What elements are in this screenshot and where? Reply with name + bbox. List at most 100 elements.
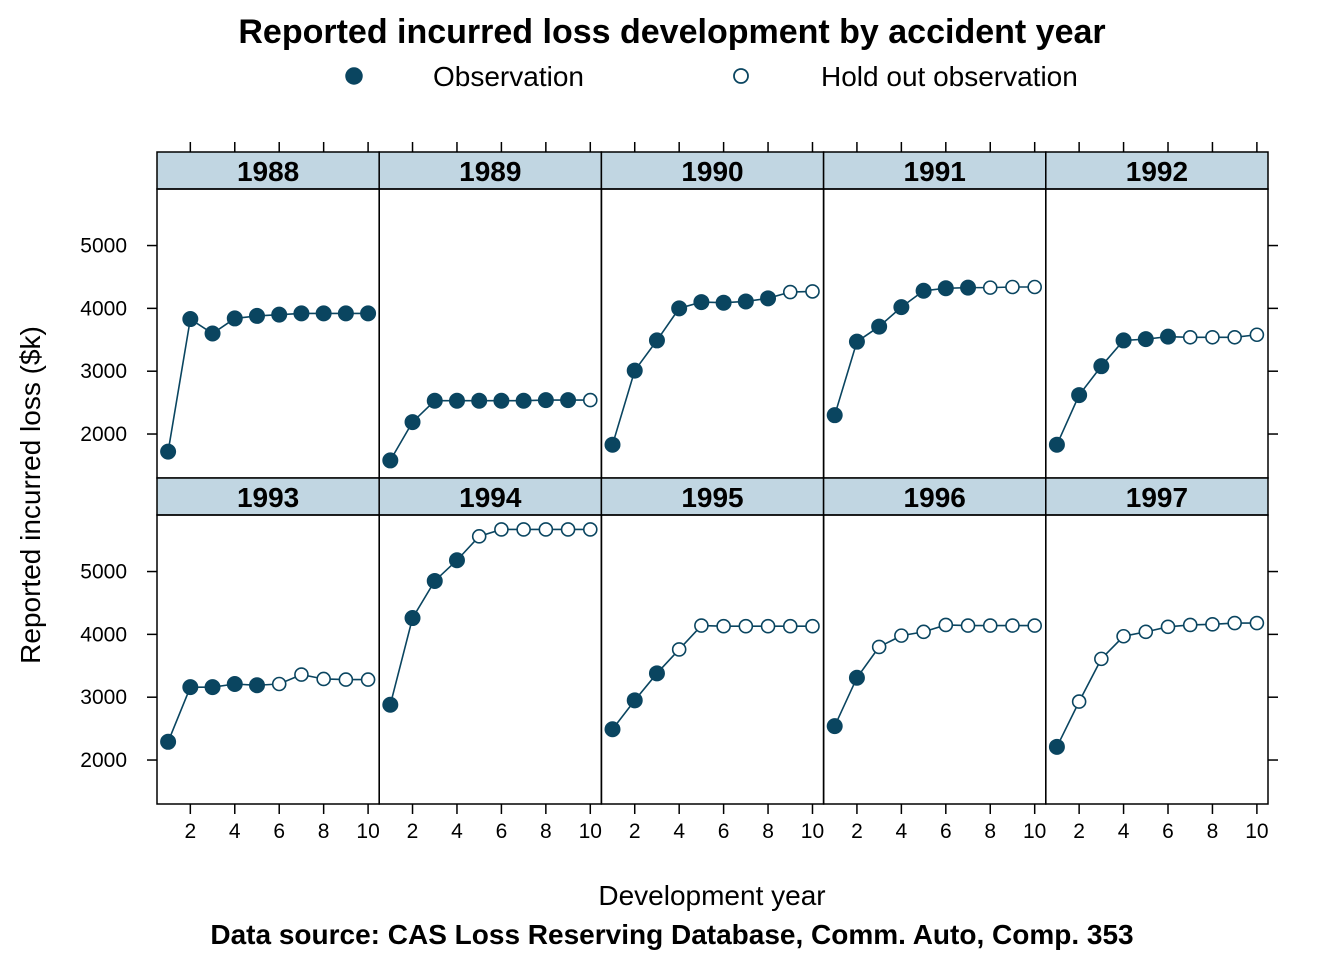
observed-point-1989-2 (404, 414, 421, 431)
x-tick-label-1993-2: 2 (184, 820, 196, 843)
series-line-1992 (1056, 333, 1257, 446)
observed-point-1990-5 (693, 294, 710, 311)
panel-frame-1990 (600, 188, 825, 479)
observed-point-1994-1 (382, 696, 399, 713)
series-line-1994 (389, 528, 591, 705)
x-tick-label-1997-2: 2 (1073, 820, 1085, 843)
holdout-point-1994-10 (582, 522, 598, 537)
holdout-point-1997-3 (1094, 651, 1109, 667)
panel-frame-1996 (822, 514, 1047, 805)
series-line-1996 (833, 624, 1035, 727)
x-tick-label-1995-10: 10 (801, 820, 824, 843)
x-tick-label-1994-8: 8 (540, 820, 552, 843)
series-line-1993 (167, 673, 369, 743)
panel-grid: 1988 2000 3000 4000 5000 1989 1990 1991 1992 1993… (80, 142, 1278, 843)
observed-point-1989-1 (382, 452, 399, 469)
holdout-point-1995-5 (694, 618, 709, 633)
holdout-point-1993-7 (294, 667, 309, 682)
y-tick-label-1993-4000: 4000 (80, 623, 127, 646)
holdout-point-1997-2 (1071, 694, 1087, 709)
holdout-point-1997-10 (1249, 615, 1265, 631)
observed-point-1992-3 (1093, 358, 1110, 375)
series-line-1997 (1056, 622, 1257, 748)
observed-point-1988-6 (271, 306, 288, 323)
observed-point-1988-2 (182, 311, 199, 328)
series-line-1990 (611, 290, 813, 445)
observed-point-1990-1 (604, 436, 621, 453)
observed-point-1990-8 (760, 290, 777, 307)
observed-point-1991-2 (848, 333, 865, 350)
strip-1994 (378, 477, 603, 516)
strip-label-1993: 1993 (237, 482, 299, 513)
holdout-point-1996-9 (1005, 618, 1020, 633)
x-tick-label-1993-6: 6 (273, 820, 285, 843)
strip-1996 (822, 477, 1047, 516)
panel-1990: 1990 (600, 142, 825, 479)
observed-point-1992-4 (1115, 332, 1132, 349)
y-tick-label-1988-2000: 2000 (80, 423, 127, 446)
holdout-point-1997-9 (1227, 615, 1242, 631)
strip-label-1990: 1990 (681, 156, 743, 187)
x-tick-label-1997-8: 8 (1207, 820, 1219, 843)
y-tick-label-1993-2000: 2000 (80, 749, 127, 772)
panel-1994: 1994 2 4 6 8 10 (378, 477, 603, 843)
holdout-point-1997-6 (1160, 619, 1176, 635)
observed-point-1989-5 (471, 392, 488, 409)
observed-point-1992-6 (1160, 328, 1177, 345)
holdout-point-1994-9 (560, 522, 576, 537)
observed-point-1995-3 (648, 665, 665, 682)
holdout-point-1991-10 (1027, 279, 1042, 295)
x-tick-label-1995-6: 6 (718, 820, 730, 843)
observed-point-1995-2 (626, 692, 643, 709)
strip-1991 (822, 151, 1047, 190)
observed-point-1991-6 (937, 280, 954, 297)
observed-point-1991-3 (871, 318, 888, 335)
holdout-point-1993-10 (360, 672, 376, 687)
holdout-point-1996-7 (960, 618, 976, 633)
holdout-point-1997-8 (1205, 617, 1220, 632)
holdout-point-1990-9 (782, 284, 798, 300)
observed-point-1988-10 (360, 305, 377, 322)
observed-point-1989-7 (515, 392, 532, 409)
holdout-point-1996-5 (916, 624, 931, 640)
holdout-point-1996-10 (1027, 618, 1042, 633)
panel-1993: 1993 2 4 6 8 10 2000 3000 4000 5000 (80, 477, 380, 843)
holdout-point-1995-4 (671, 642, 687, 657)
strip-label-1988: 1988 (237, 156, 299, 187)
holdout-point-1994-6 (494, 522, 509, 537)
series-line-1995 (611, 624, 813, 730)
holdout-point-1994-5 (471, 529, 487, 544)
observed-point-1988-7 (293, 305, 310, 322)
holdout-point-1992-9 (1227, 329, 1242, 345)
observed-point-1993-5 (248, 677, 265, 694)
observed-point-1992-1 (1048, 436, 1065, 453)
strip-label-1991: 1991 (904, 156, 966, 187)
x-tick-label-1997-4: 4 (1118, 820, 1130, 843)
x-tick-label-1994-6: 6 (496, 820, 508, 843)
observed-point-1996-2 (848, 669, 865, 686)
holdout-point-1992-10 (1249, 327, 1265, 343)
x-tick-label-1993-10: 10 (356, 820, 379, 843)
holdout-point-1995-10 (805, 618, 820, 634)
observed-point-1993-2 (182, 679, 199, 696)
legend-label-holdout: Hold out observation (821, 61, 1078, 92)
observed-point-1992-2 (1071, 387, 1088, 404)
panel-1996: 1996 2 4 6 8 10 (822, 477, 1047, 843)
holdout-point-1991-9 (1005, 279, 1020, 295)
observed-point-1988-9 (337, 305, 354, 322)
x-tick-label-1996-10: 10 (1023, 820, 1046, 843)
panel-frame-1988 (156, 188, 380, 479)
observed-point-1990-4 (671, 300, 688, 317)
panel-frame-1997 (1045, 514, 1269, 805)
observed-point-1988-4 (226, 310, 243, 327)
panel-1988: 1988 2000 3000 4000 5000 (80, 142, 380, 479)
panel-frame-1995 (600, 514, 825, 805)
observed-point-1990-7 (737, 293, 754, 310)
observed-point-1990-6 (715, 294, 732, 311)
strip-1988 (156, 151, 380, 190)
x-tick-label-1996-2: 2 (851, 820, 863, 843)
observed-point-1994-2 (404, 610, 421, 627)
observed-point-1996-1 (826, 718, 843, 735)
x-axis-label: Development year (598, 880, 825, 911)
